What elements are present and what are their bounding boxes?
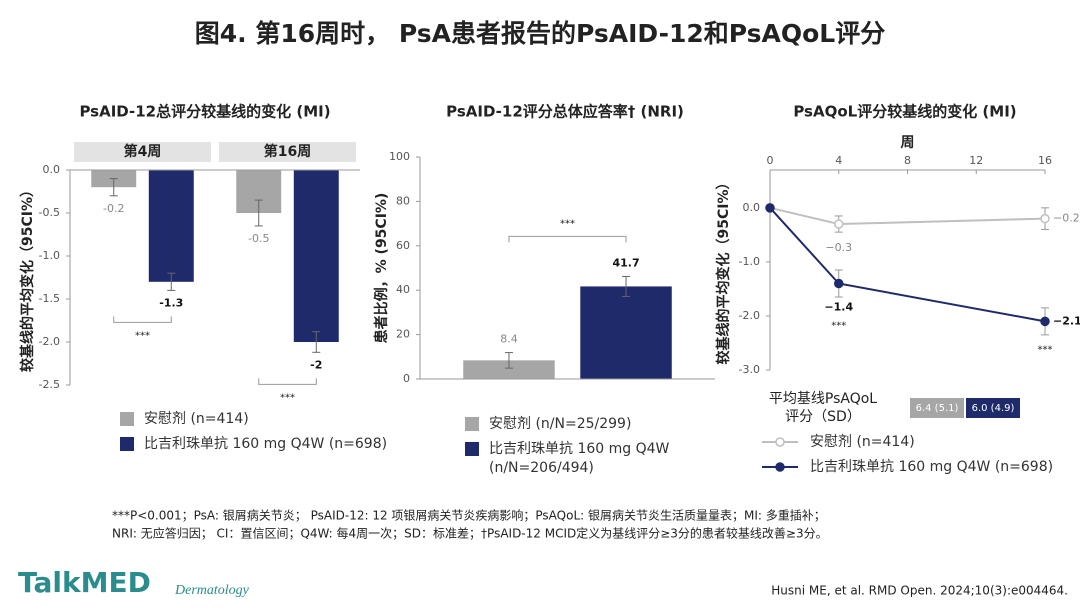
legend-marker bbox=[775, 462, 785, 472]
significance-label: *** bbox=[831, 321, 846, 332]
significance-label: *** bbox=[135, 330, 150, 341]
baseline-cell bbox=[910, 398, 964, 418]
footnote: NRI: 无应答归因； CI：置信区间；Q4W: 每4周一次；SD：标准差；†P… bbox=[112, 526, 828, 541]
legend-label: 安慰剂 (n=414) bbox=[810, 434, 915, 450]
legend-marker bbox=[775, 437, 785, 447]
y-tick-label: 0 bbox=[403, 372, 410, 385]
significance-bracket bbox=[258, 378, 317, 385]
point bbox=[834, 278, 844, 289]
legend-swatch bbox=[465, 417, 479, 431]
bar bbox=[580, 286, 672, 379]
citation: Husni ME, et al. RMD Open. 2024;10(3):e0… bbox=[771, 584, 1068, 598]
series-line bbox=[769, 206, 1046, 226]
baseline-label: 平均基线PsAQoL bbox=[769, 390, 877, 407]
point bbox=[1040, 213, 1050, 224]
legend-label: 比吉利珠单抗 160 mg Q4W (n=698) bbox=[810, 459, 1054, 475]
x-tick-label: 16 bbox=[1038, 154, 1052, 167]
group-label: 第4周 bbox=[124, 143, 162, 160]
value-label: 41.7 bbox=[612, 256, 639, 269]
group-band bbox=[74, 142, 211, 162]
x-tick-label: 12 bbox=[969, 154, 983, 167]
y-tick-label: -3.0 bbox=[739, 363, 760, 376]
y-tick-label: -2.5 bbox=[39, 378, 60, 391]
x-tick-label: 4 bbox=[835, 154, 842, 167]
x-tick-label: 8 bbox=[904, 154, 911, 167]
y-axis-label: 较基线的平均变化（95CI%） bbox=[19, 183, 36, 372]
value-label: −0.3 bbox=[825, 241, 852, 254]
baseline-cell bbox=[966, 398, 1020, 418]
significance-label: *** bbox=[280, 392, 295, 403]
baseline-value: 6.0 (4.9) bbox=[972, 403, 1015, 414]
y-tick-label: -1.5 bbox=[39, 292, 60, 305]
value-label: -0.5 bbox=[248, 232, 269, 245]
y-tick-label: 80 bbox=[396, 194, 410, 207]
legend-swatch bbox=[465, 442, 479, 456]
chart-title: PsAQoL评分较基线的变化 (MI) bbox=[793, 103, 1016, 121]
y-tick-label: 0.0 bbox=[743, 201, 761, 214]
legend: 安慰剂 (n/N=25/299) 比吉利珠单抗 160 mg Q4W (n/N=2… bbox=[465, 415, 705, 484]
y-tick-label: -2.0 bbox=[39, 335, 60, 348]
chart-title: PsAID-12评分总体应答率† (NRI) bbox=[446, 103, 684, 121]
legend: 安慰剂 (n=414) 比吉利珠单抗 160 mg Q4W (n=698) bbox=[120, 410, 440, 460]
legend-label: 安慰剂 (n=414) bbox=[144, 411, 249, 427]
value-label: -0.2 bbox=[103, 202, 124, 215]
y-tick-label: 100 bbox=[389, 150, 410, 163]
legend-item: 比吉利珠单抗 160 mg Q4W (n=698) bbox=[120, 435, 440, 454]
footnote: ***P<0.001；PsA: 银屑病关节炎； PsAID-12: 12 项银屑… bbox=[112, 508, 826, 523]
point bbox=[1040, 316, 1050, 327]
group-label: 第16周 bbox=[264, 143, 311, 160]
y-axis-label: 患者比例，% (95CI%) bbox=[373, 193, 390, 344]
y-tick-label: 0.0 bbox=[43, 163, 61, 176]
y-tick-label: -2.0 bbox=[739, 309, 760, 322]
significance-label: *** bbox=[1038, 344, 1053, 355]
significance-bracket bbox=[113, 316, 172, 323]
legend-item: 比吉利珠单抗 160 mg Q4W (n=698) bbox=[760, 458, 1080, 477]
value-label: -2 bbox=[310, 358, 322, 371]
value-label: −0.2 bbox=[1053, 212, 1080, 225]
logo: TalkMED bbox=[18, 566, 151, 599]
legend: 安慰剂 (n=414) 比吉利珠单抗 160 mg Q4W (n=698) bbox=[760, 433, 1080, 483]
y-tick-label: 40 bbox=[396, 283, 410, 296]
legend-swatch bbox=[762, 437, 798, 447]
value-label: -1.3 bbox=[159, 296, 183, 309]
baseline-value: 6.4 (5.1) bbox=[916, 403, 959, 414]
x-axis-label: 周 bbox=[901, 135, 915, 151]
group-band bbox=[219, 142, 356, 162]
legend-swatch bbox=[120, 437, 134, 451]
legend-item: 安慰剂 (n=414) bbox=[760, 433, 1080, 452]
value-label: 8.4 bbox=[500, 333, 518, 346]
significance-label: *** bbox=[560, 218, 575, 229]
legend-item: 安慰剂 (n/N=25/299) bbox=[465, 415, 705, 434]
legend-label: 安慰剂 (n/N=25/299) bbox=[489, 416, 632, 432]
point bbox=[834, 219, 844, 229]
y-tick-label: -1.0 bbox=[39, 249, 60, 262]
value-label: −1.4 bbox=[824, 301, 853, 314]
y-tick-label: -1.0 bbox=[739, 255, 760, 268]
y-axis-label: 较基线的平均变化（95CI%） bbox=[715, 176, 732, 365]
legend-label: 比吉利珠单抗 160 mg Q4W (n/N=206/494) bbox=[489, 441, 670, 476]
bar bbox=[463, 360, 555, 379]
legend-swatch bbox=[120, 412, 134, 426]
y-tick-label: 60 bbox=[396, 239, 410, 252]
legend-label: 比吉利珠单抗 160 mg Q4W (n=698) bbox=[144, 436, 388, 452]
value-label: −2.1 bbox=[1053, 314, 1080, 327]
legend-item: 比吉利珠单抗 160 mg Q4W (n/N=206/494) bbox=[465, 440, 705, 478]
x-tick-label: 0 bbox=[767, 154, 774, 167]
logo-tag: Dermatology bbox=[174, 583, 250, 598]
point bbox=[765, 203, 775, 213]
slide-title: 图4. 第16周时， PsA患者报告的PsAID-12和PsAQoL评分 bbox=[195, 19, 885, 48]
y-tick-label: 20 bbox=[396, 328, 410, 341]
bar bbox=[148, 170, 194, 282]
baseline-label: 评分（SD） bbox=[785, 409, 861, 425]
series-line bbox=[769, 207, 1046, 323]
bar bbox=[293, 170, 339, 342]
legend-swatch bbox=[762, 462, 798, 472]
y-tick-label: -0.5 bbox=[39, 206, 60, 219]
significance-bracket bbox=[508, 235, 627, 243]
legend-item: 安慰剂 (n=414) bbox=[120, 410, 440, 429]
chart-title: PsAID-12总评分较基线的变化 (MI) bbox=[79, 103, 330, 121]
